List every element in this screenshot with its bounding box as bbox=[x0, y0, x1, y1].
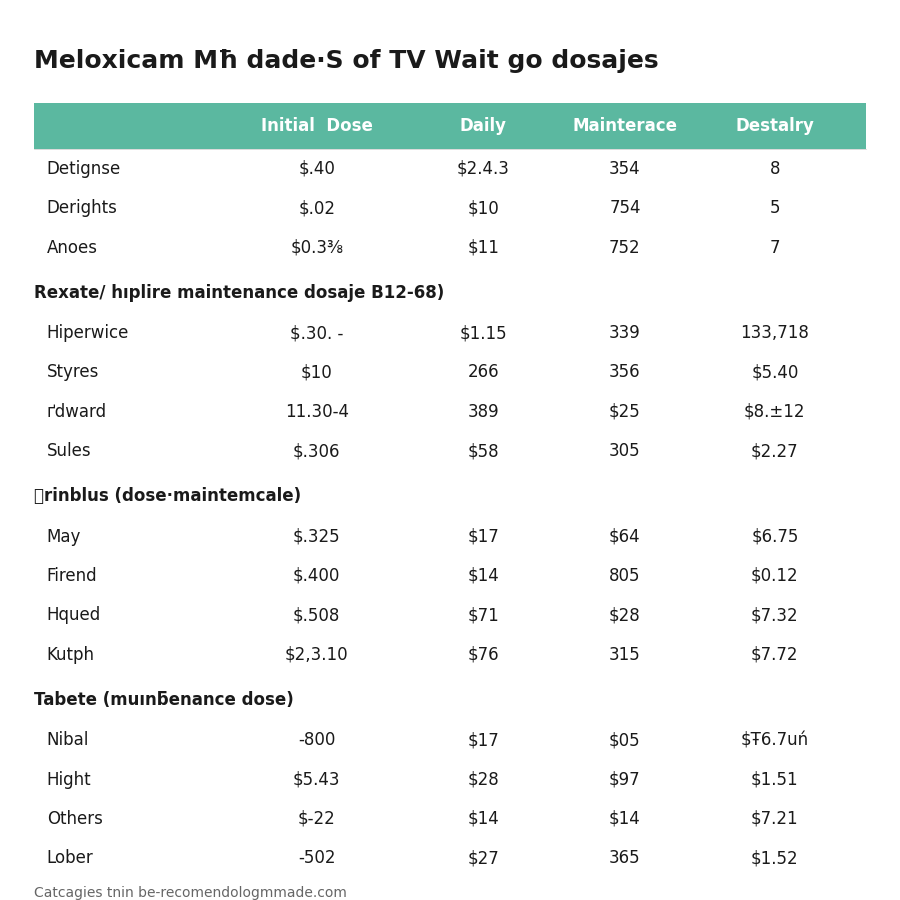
Text: Rexate/ hıplire maintenance dosaje Β12-68): Rexate/ hıplire maintenance dosaje Β12-6… bbox=[33, 284, 444, 302]
Text: 754: 754 bbox=[609, 200, 641, 218]
Text: 266: 266 bbox=[467, 364, 500, 382]
Text: $5.43: $5.43 bbox=[293, 770, 340, 788]
Text: $14: $14 bbox=[467, 810, 500, 828]
Text: 365: 365 bbox=[609, 850, 641, 868]
Text: May: May bbox=[47, 527, 81, 545]
Text: $.325: $.325 bbox=[292, 527, 340, 545]
Text: Sules: Sules bbox=[47, 442, 92, 460]
Text: $7.32: $7.32 bbox=[751, 607, 798, 625]
Text: Hight: Hight bbox=[47, 770, 92, 788]
Text: $7.21: $7.21 bbox=[751, 810, 798, 828]
Text: 315: 315 bbox=[609, 645, 641, 663]
Text: $10: $10 bbox=[467, 200, 500, 218]
Text: ᶚrinblus (dose·maintemcale): ᶚrinblus (dose·maintemcale) bbox=[33, 487, 301, 505]
Text: $14: $14 bbox=[609, 810, 641, 828]
Text: 11.30-4: 11.30-4 bbox=[284, 403, 348, 421]
Text: $.508: $.508 bbox=[293, 607, 340, 625]
Text: $.306: $.306 bbox=[293, 442, 340, 460]
Text: ґdward: ґdward bbox=[47, 403, 107, 421]
Text: -502: -502 bbox=[298, 850, 336, 868]
Text: 354: 354 bbox=[609, 160, 641, 178]
Text: 133,718: 133,718 bbox=[741, 324, 809, 342]
Text: -800: -800 bbox=[298, 731, 336, 749]
Text: Detignse: Detignse bbox=[47, 160, 122, 178]
Text: $6.75: $6.75 bbox=[752, 527, 798, 545]
Text: 5: 5 bbox=[770, 200, 780, 218]
Text: $2,3.10: $2,3.10 bbox=[285, 645, 348, 663]
Text: $8.±12: $8.±12 bbox=[744, 403, 806, 421]
Text: $11: $11 bbox=[467, 238, 500, 256]
Bar bbox=[33, 104, 867, 149]
Text: $25: $25 bbox=[609, 403, 641, 421]
Text: 389: 389 bbox=[467, 403, 500, 421]
Text: $64: $64 bbox=[609, 527, 641, 545]
Text: $27: $27 bbox=[467, 850, 500, 868]
Text: Destalry: Destalry bbox=[735, 117, 814, 135]
Text: Initial  Dose: Initial Dose bbox=[261, 117, 373, 135]
Text: Nibal: Nibal bbox=[47, 731, 89, 749]
Text: Derights: Derights bbox=[47, 200, 118, 218]
Text: $2.27: $2.27 bbox=[751, 442, 798, 460]
Text: $14: $14 bbox=[467, 567, 500, 585]
Text: $10: $10 bbox=[301, 364, 333, 382]
Text: Daily: Daily bbox=[460, 117, 507, 135]
Text: $0.12: $0.12 bbox=[751, 567, 798, 585]
Text: $.02: $.02 bbox=[298, 200, 335, 218]
Text: $2.4.3: $2.4.3 bbox=[457, 160, 509, 178]
Text: $0.3⅜: $0.3⅜ bbox=[290, 238, 343, 256]
Text: $76: $76 bbox=[467, 645, 500, 663]
Text: $.40: $.40 bbox=[298, 160, 335, 178]
Text: $Ŧ6.7uń: $Ŧ6.7uń bbox=[741, 731, 809, 749]
Text: 8: 8 bbox=[770, 160, 780, 178]
Text: 7: 7 bbox=[770, 238, 780, 256]
Text: Meloxicam Mħ dade·S of TV Wait go dosajes: Meloxicam Mħ dade·S of TV Wait go dosaje… bbox=[33, 49, 658, 73]
Text: $1.51: $1.51 bbox=[751, 770, 798, 788]
Text: Anoes: Anoes bbox=[47, 238, 98, 256]
Text: $-22: $-22 bbox=[298, 810, 336, 828]
Text: $28: $28 bbox=[609, 607, 641, 625]
Text: $1.52: $1.52 bbox=[751, 850, 798, 868]
Text: $17: $17 bbox=[467, 527, 500, 545]
Text: $7.72: $7.72 bbox=[752, 645, 798, 663]
Text: Kutph: Kutph bbox=[47, 645, 94, 663]
Text: Lober: Lober bbox=[47, 850, 94, 868]
Text: $58: $58 bbox=[467, 442, 500, 460]
Text: $97: $97 bbox=[609, 770, 641, 788]
Text: Styres: Styres bbox=[47, 364, 99, 382]
Text: $1.15: $1.15 bbox=[460, 324, 507, 342]
Text: $5.40: $5.40 bbox=[752, 364, 798, 382]
Text: Hqued: Hqued bbox=[47, 607, 101, 625]
Text: $05: $05 bbox=[609, 731, 641, 749]
Text: Hiperwice: Hiperwice bbox=[47, 324, 130, 342]
Text: 356: 356 bbox=[609, 364, 641, 382]
Text: Firend: Firend bbox=[47, 567, 97, 585]
Text: 752: 752 bbox=[609, 238, 641, 256]
Text: Mainterace: Mainterace bbox=[572, 117, 678, 135]
Text: $71: $71 bbox=[467, 607, 500, 625]
Text: $.30. -: $.30. - bbox=[290, 324, 344, 342]
Text: $.400: $.400 bbox=[293, 567, 340, 585]
Text: $17: $17 bbox=[467, 731, 500, 749]
Text: 805: 805 bbox=[609, 567, 641, 585]
Text: $28: $28 bbox=[467, 770, 500, 788]
Text: 305: 305 bbox=[609, 442, 641, 460]
Text: Tabete (muınƃenance dose): Tabete (muınƃenance dose) bbox=[33, 690, 293, 708]
Text: Others: Others bbox=[47, 810, 103, 828]
Text: Catcagies tnin be-recomendologmmade.com: Catcagies tnin be-recomendologmmade.com bbox=[33, 886, 347, 900]
Text: 339: 339 bbox=[609, 324, 641, 342]
